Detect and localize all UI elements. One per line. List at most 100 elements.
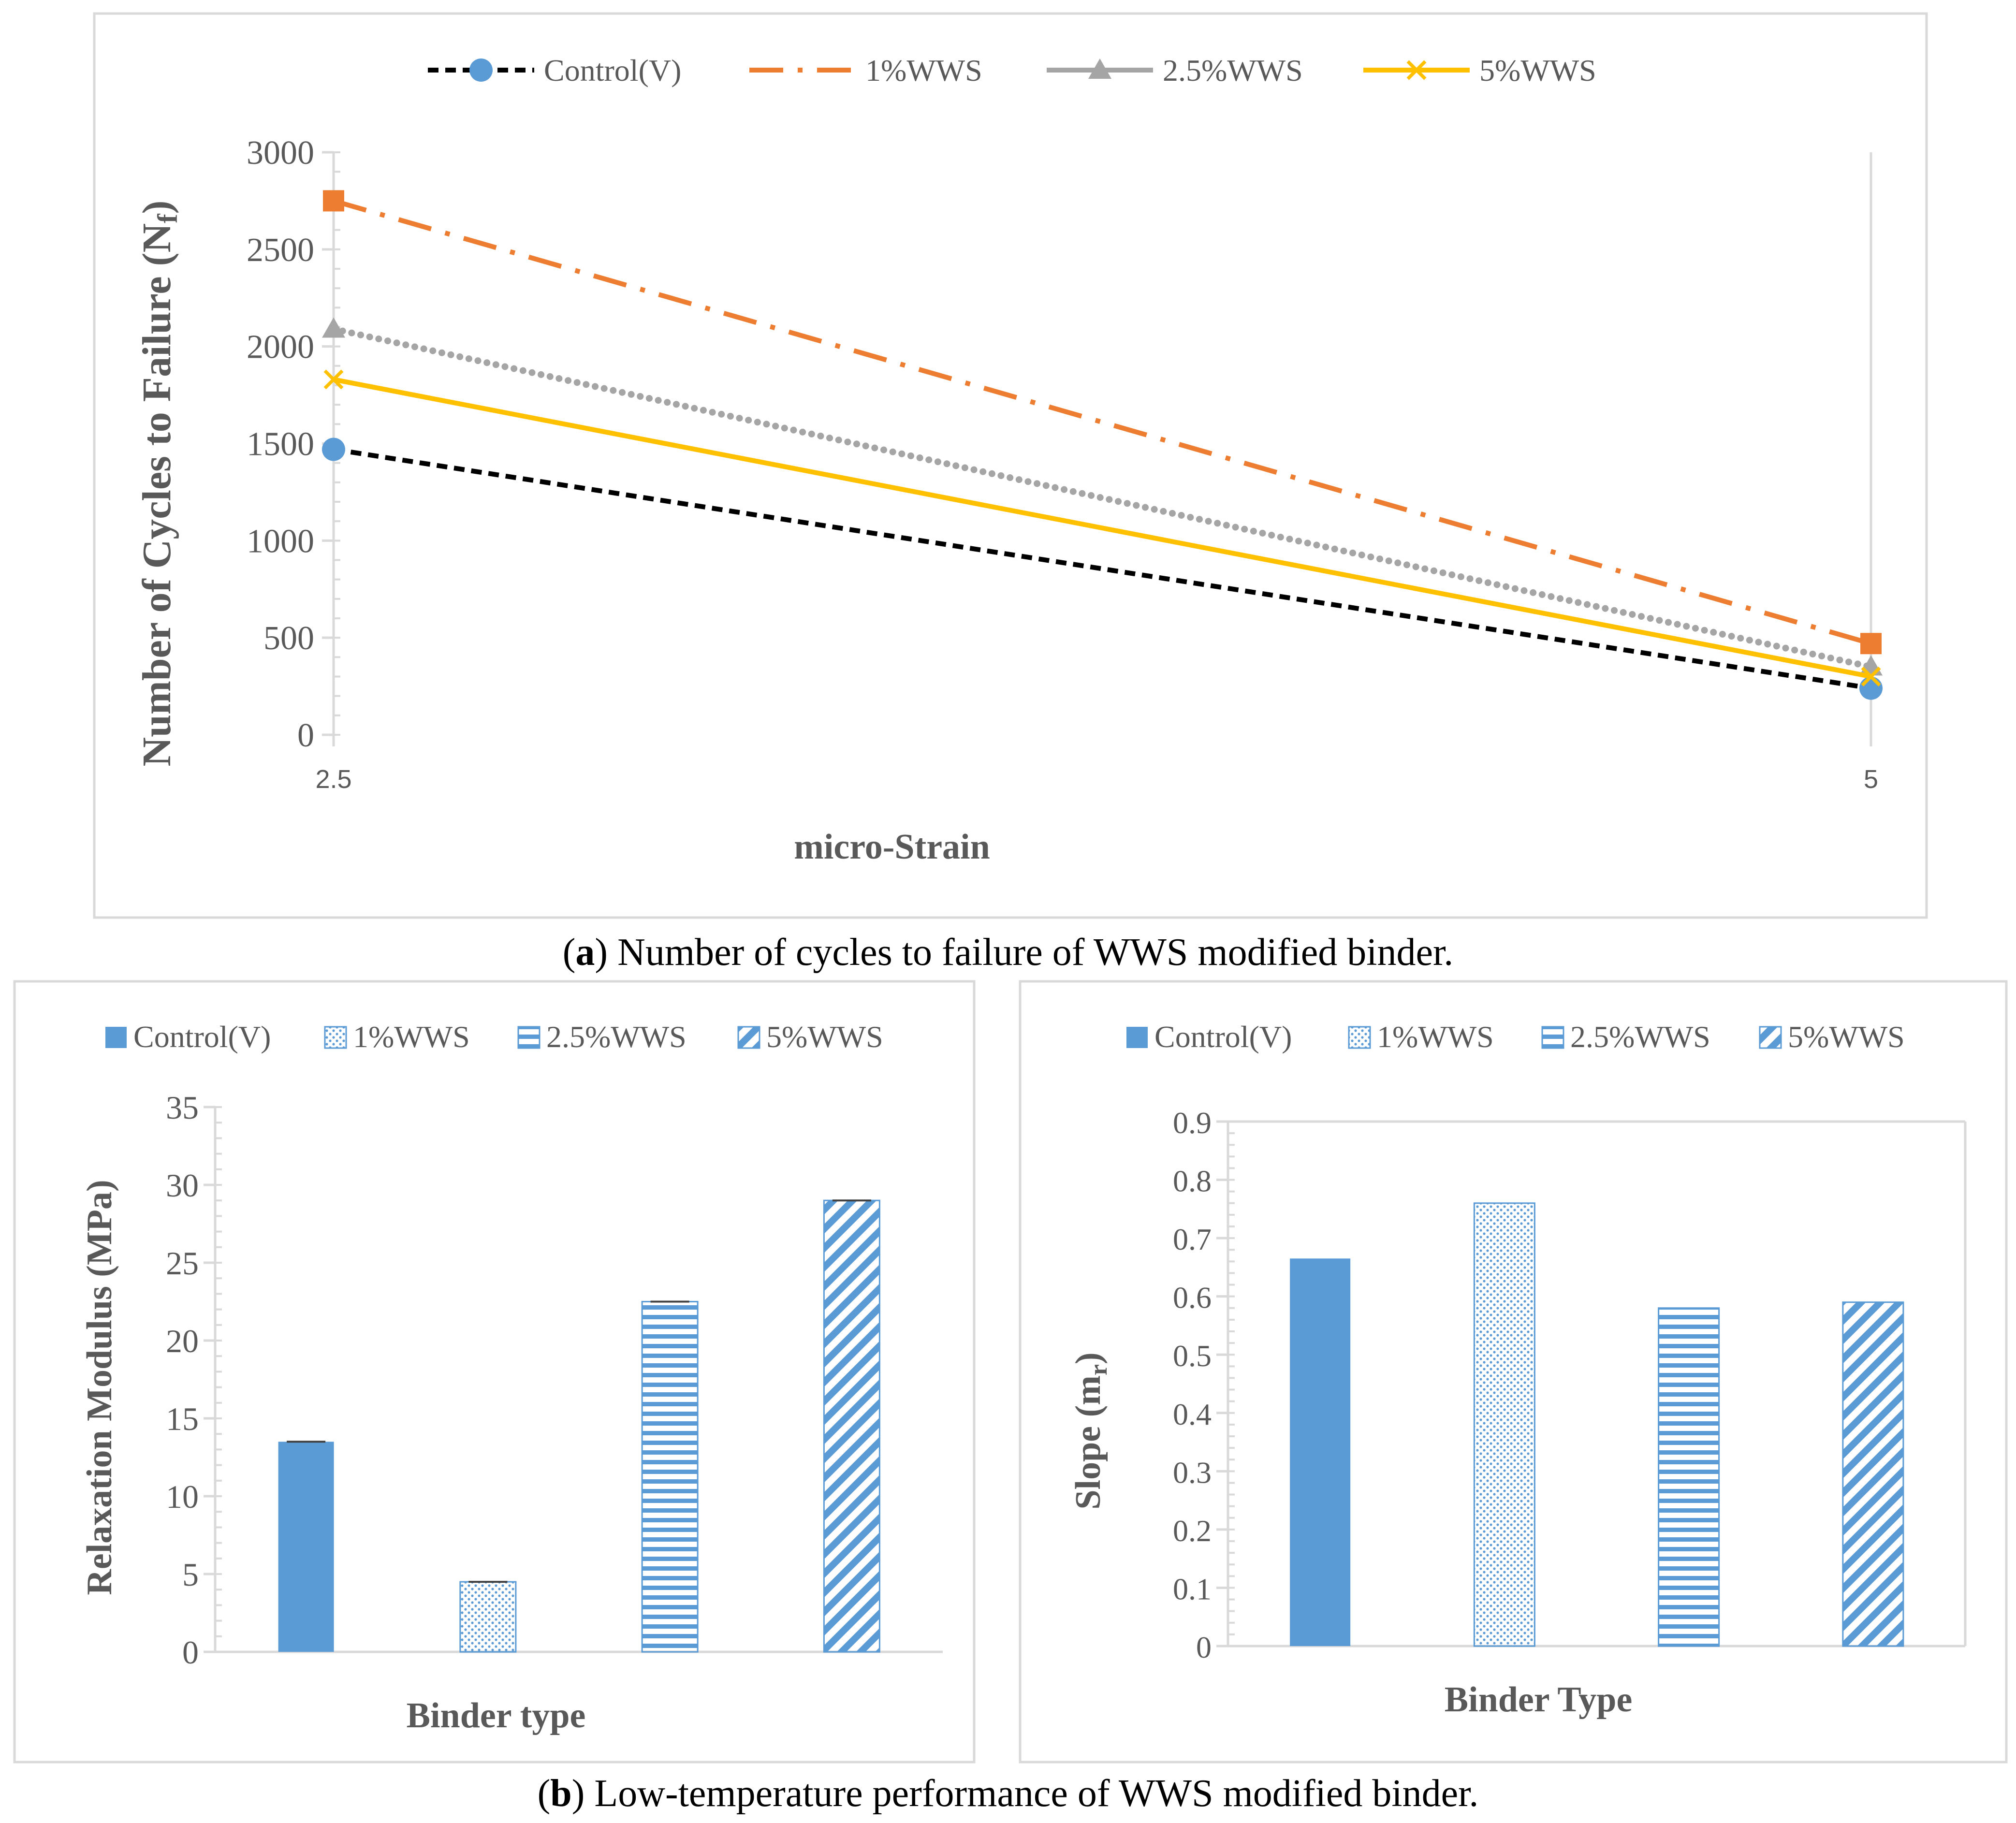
legend-item: 5%WWS (1363, 53, 1596, 88)
legend-item: Control(V) (428, 53, 681, 88)
bar-Control(V) (278, 1441, 334, 1652)
legend-item: 5%WWS (1759, 1020, 1905, 1054)
chart-b1-axes: 0 5 10 15 20 25 30 35 (166, 1089, 943, 1671)
legend-label: 1%WWS (1377, 1020, 1494, 1054)
legend-label: Control(V) (133, 1020, 271, 1054)
caption-a: (a) Number of cycles to failure of WWS m… (562, 931, 1454, 974)
chart-b2-axes: 0 0.1 0.2 0.3 0.4 0.5 0.6 0.7 0.8 0.9 (1173, 1106, 1967, 1664)
legend-item: 1%WWS (749, 53, 982, 88)
y-tick-label: 0.2 (1173, 1514, 1212, 1548)
series-5%WWS (323, 369, 1881, 686)
y-tick-label: 0.6 (1173, 1281, 1212, 1315)
legend-swatch (1348, 1026, 1371, 1049)
chart-a-legend: Control(V) 1%WWS 2.5%WWS 5%WWS (428, 53, 1596, 88)
chart-cycles-to-failure: Control(V) 1%WWS 2.5%WWS 5%WWS 0 500 1000 1500… (93, 12, 1928, 919)
chart-b1-x-axis-label: Binder type (407, 1696, 586, 1735)
series-line (333, 377, 1871, 679)
legend-swatch (105, 1027, 127, 1048)
caption-b-text: Low-temperature performance of WWS modif… (594, 1772, 1479, 1815)
chart-b1-bars (278, 1199, 880, 1653)
legend-item: 2.5%WWS (517, 1020, 687, 1054)
y-tick-label: 0.8 (1173, 1164, 1212, 1198)
legend-marker (469, 58, 493, 82)
y-tick-label: 0.9 (1173, 1106, 1212, 1140)
chart-a-x-axis-label: micro-Strain (794, 827, 990, 867)
y-tick-label: 0.4 (1173, 1397, 1212, 1431)
legend-label: Control(V) (544, 53, 681, 88)
legend-marker (1406, 60, 1427, 80)
x-tick-label: 2.5 (315, 765, 351, 794)
bar-1%WWS (1473, 1202, 1535, 1647)
y-tick-label: 15 (166, 1400, 199, 1437)
bar-5%WWS (823, 1199, 880, 1653)
data-point (1861, 667, 1881, 686)
y-tick-label: 500 (263, 620, 314, 657)
legend-label: 1%WWS (353, 1020, 470, 1054)
legend-swatch (324, 1026, 347, 1049)
y-tick-label: 1000 (247, 523, 314, 560)
bar (459, 1581, 517, 1653)
legend-swatch (737, 1026, 760, 1049)
series-line (333, 447, 1871, 691)
y-tick-label: 5 (182, 1556, 199, 1593)
legend-swatch (517, 1026, 541, 1049)
legend-label: 2.5%WWS (1163, 53, 1303, 88)
chart-b2-legend: Control(V) 1%WWS 2.5%WWS 5%WWS (1126, 1020, 1905, 1054)
bar-1%WWS (459, 1581, 517, 1653)
y-tick-label: 25 (166, 1245, 199, 1282)
legend-item: Control(V) (1126, 1020, 1292, 1054)
bar (1290, 1258, 1351, 1646)
legend-label: 2.5%WWS (546, 1020, 687, 1054)
series-line (330, 325, 1874, 671)
legend-swatch (1126, 1027, 1148, 1048)
chart-a-series (322, 190, 1883, 700)
bar (1473, 1202, 1535, 1647)
y-tick-label: 2500 (247, 232, 314, 269)
y-tick-label: 20 (166, 1323, 199, 1359)
legend-label: 1%WWS (865, 53, 982, 88)
y-tick-label: 0 (182, 1634, 199, 1671)
data-point (322, 438, 345, 461)
bar-Control(V) (1290, 1258, 1351, 1646)
y-tick-label: 0.1 (1173, 1572, 1212, 1606)
caption-a-text: Number of cycles to failure of WWS modif… (617, 931, 1454, 974)
x-tick-label: 5 (1864, 765, 1878, 794)
legend-label: 5%WWS (766, 1020, 883, 1054)
legend-label: 5%WWS (1479, 53, 1596, 88)
legend-label: 5%WWS (1788, 1020, 1905, 1054)
data-point (1860, 633, 1882, 655)
bar (641, 1301, 699, 1653)
chart-a-frame (93, 12, 1928, 919)
legend-label: 2.5%WWS (1570, 1020, 1710, 1054)
y-tick-label: 0.5 (1173, 1339, 1212, 1373)
chart-b2-y-axis-label: Slope (mr) (1068, 1352, 1112, 1509)
y-tick-label: 10 (166, 1478, 199, 1515)
bar (278, 1442, 334, 1652)
chart-b2-x-axis-label: Binder Type (1445, 1680, 1633, 1720)
y-tick-label: 35 (166, 1089, 199, 1126)
legend-item: 1%WWS (1348, 1020, 1494, 1054)
data-point (323, 190, 344, 212)
bar (1658, 1307, 1720, 1647)
caption-b: (b) Low-temperature performance of WWS m… (537, 1772, 1479, 1815)
legend-item: 2.5%WWS (1541, 1020, 1710, 1054)
legend-swatch (1759, 1026, 1782, 1049)
bar-2.5%WWS (641, 1300, 699, 1653)
y-tick-label: 30 (166, 1167, 199, 1204)
data-point (323, 369, 344, 390)
y-tick-label: 3000 (247, 134, 314, 172)
y-tick-label: 0.3 (1173, 1455, 1212, 1489)
legend-item: Control(V) (105, 1020, 271, 1054)
bar-2.5%WWS (1658, 1307, 1720, 1647)
caption-b-letter: b (550, 1772, 572, 1815)
legend-swatch (1541, 1026, 1564, 1049)
y-tick-label: 0.7 (1173, 1222, 1212, 1256)
legend-item: 1%WWS (324, 1020, 470, 1054)
bar (823, 1199, 880, 1653)
y-tick-label: 0 (1196, 1630, 1212, 1664)
y-tick-label: 1500 (247, 426, 314, 463)
legend-marker (1088, 58, 1111, 79)
chart-slope: Control(V) 1%WWS 2.5%WWS 5%WWS 0 0.1 0.2 0.3 0.… (1019, 980, 2008, 1764)
chart-a-y-axis-label: Number of Cycles to Failure (Nf) (134, 200, 183, 766)
